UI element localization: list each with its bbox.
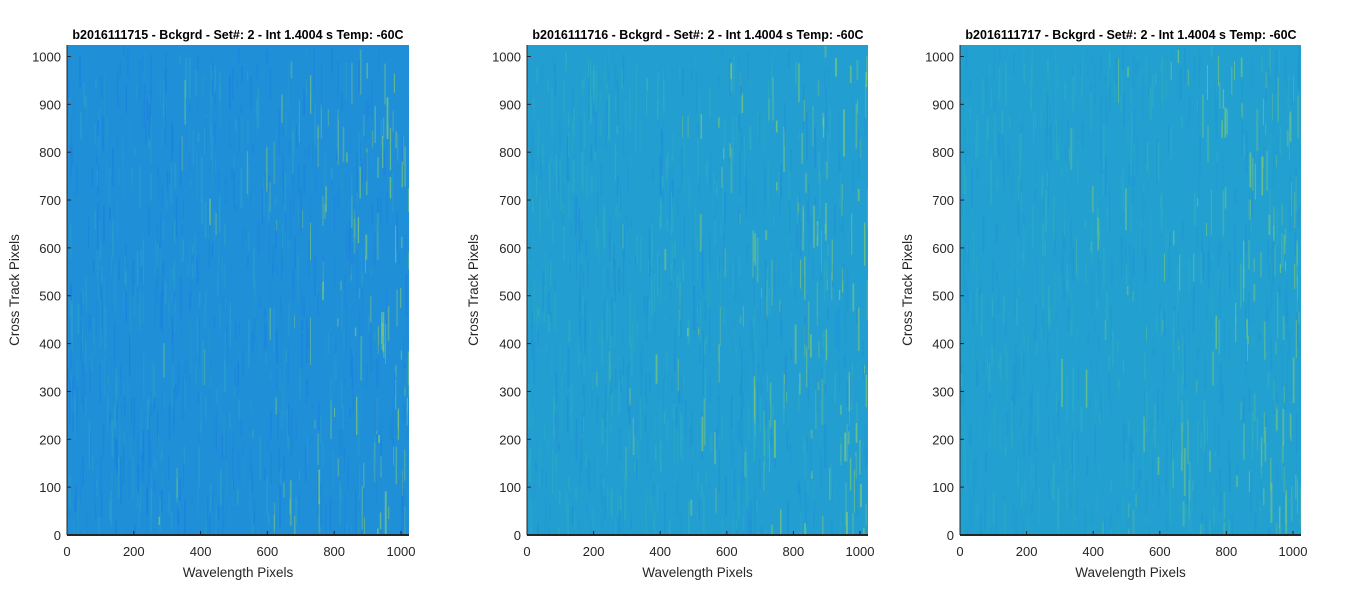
y-tick-label: 100 <box>39 480 61 495</box>
y-axis-label: Cross Track Pixels <box>466 234 481 346</box>
x-tick-label: 800 <box>783 544 805 559</box>
x-tick-label: 1000 <box>1279 544 1308 559</box>
x-axis-label: Wavelength Pixels <box>1075 565 1186 580</box>
y-tick-label: 300 <box>39 384 61 399</box>
y-tick-label: 600 <box>499 241 521 256</box>
y-tick-label: 500 <box>932 289 954 304</box>
y-tick-label: 400 <box>932 337 954 352</box>
y-tick-label: 500 <box>499 289 521 304</box>
y-tick-label: 400 <box>499 337 521 352</box>
y-tick-label: 0 <box>54 528 61 543</box>
y-tick-label: 100 <box>932 480 954 495</box>
y-tick-label: 400 <box>39 337 61 352</box>
chart-panel-2: 0 200 400 600 800 1000 0 100 200 300 400 500 600 700 8… <box>466 28 874 580</box>
y-tick-label: 200 <box>499 432 521 447</box>
x-tick-label: 1000 <box>387 544 416 559</box>
y-tick-label: 1000 <box>492 49 521 64</box>
x-tick-label: 600 <box>1149 544 1171 559</box>
x-tick-label: 800 <box>1216 544 1238 559</box>
y-tick-label: 300 <box>932 384 954 399</box>
y-tick-label: 300 <box>499 384 521 399</box>
x-tick-label: 0 <box>523 544 530 559</box>
y-axis-label: Cross Track Pixels <box>900 234 915 346</box>
x-tick-label: 400 <box>1082 544 1104 559</box>
x-tick-label: 800 <box>323 544 345 559</box>
chart-title: b2016111717 - Bckgrd - Set#: 2 - Int 1.4… <box>965 28 1296 42</box>
chart-panel-1: 0 200 400 600 800 1000 0 100 200 300 400 500 600 700 8… <box>7 28 416 580</box>
chart-title: b2016111715 - Bckgrd - Set#: 2 - Int 1.4… <box>72 28 403 42</box>
x-tick-label: 200 <box>123 544 145 559</box>
y-tick-label: 900 <box>499 97 521 112</box>
heatmap-texture <box>67 45 409 535</box>
y-tick-label: 800 <box>499 145 521 160</box>
heatmap-texture <box>960 45 1301 535</box>
y-tick-label: 200 <box>39 432 61 447</box>
y-tick-label: 200 <box>932 432 954 447</box>
y-tick-label: 600 <box>932 241 954 256</box>
y-tick-label: 600 <box>39 241 61 256</box>
x-tick-label: 200 <box>583 544 605 559</box>
y-tick-label: 700 <box>39 193 61 208</box>
x-tick-label: 0 <box>63 544 70 559</box>
x-tick-label: 400 <box>190 544 212 559</box>
x-axis-label: Wavelength Pixels <box>642 565 753 580</box>
y-tick-label: 800 <box>932 145 954 160</box>
y-tick-label: 0 <box>947 528 954 543</box>
y-tick-label: 0 <box>514 528 521 543</box>
x-tick-label: 200 <box>1016 544 1038 559</box>
y-tick-label: 900 <box>39 97 61 112</box>
chart-panel-3: 0 200 400 600 800 1000 0 100 200 300 400 500 600 700 8… <box>900 28 1308 580</box>
x-tick-label: 1000 <box>846 544 875 559</box>
x-tick-label: 400 <box>649 544 671 559</box>
y-tick-label: 800 <box>39 145 61 160</box>
y-axis-label: Cross Track Pixels <box>7 234 22 346</box>
chart-title: b2016111716 - Bckgrd - Set#: 2 - Int 1.4… <box>532 28 863 42</box>
x-tick-label: 600 <box>257 544 279 559</box>
y-tick-label: 900 <box>932 97 954 112</box>
x-axis-label: Wavelength Pixels <box>183 565 294 580</box>
heatmap-texture <box>527 45 868 535</box>
y-tick-label: 500 <box>39 289 61 304</box>
x-tick-label: 600 <box>716 544 738 559</box>
y-tick-label: 700 <box>932 193 954 208</box>
y-tick-label: 100 <box>499 480 521 495</box>
y-tick-label: 700 <box>499 193 521 208</box>
y-tick-label: 1000 <box>32 49 61 64</box>
x-tick-label: 0 <box>956 544 963 559</box>
y-tick-label: 1000 <box>925 49 954 64</box>
